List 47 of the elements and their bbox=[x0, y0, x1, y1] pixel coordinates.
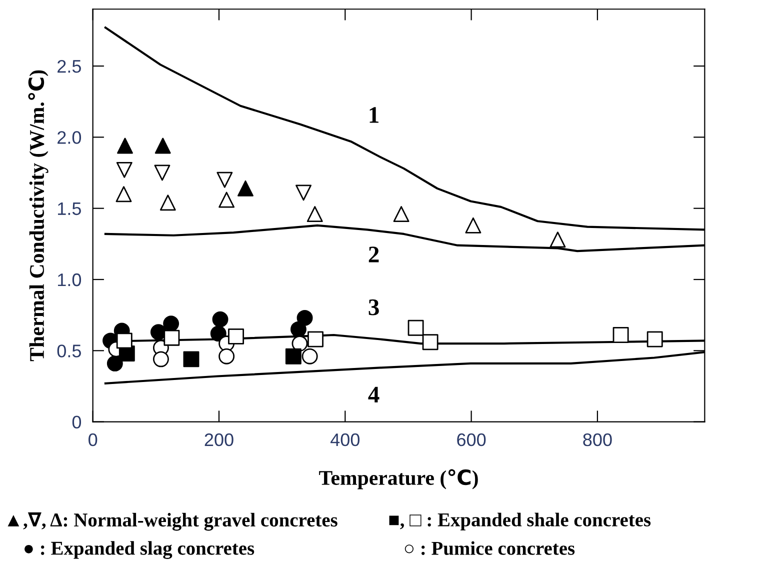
y-tick-label: 1.0 bbox=[58, 273, 82, 286]
point bbox=[212, 311, 228, 328]
series-label: 1 bbox=[370, 107, 378, 123]
y-tick-label: 0 bbox=[72, 416, 82, 429]
point bbox=[117, 138, 133, 154]
point bbox=[646, 331, 663, 348]
x-axis-title: Temperature (℃) bbox=[319, 469, 478, 490]
y-axis-title: Thermal Conductivity (W/m.℃) bbox=[28, 70, 48, 362]
series-label: 4 bbox=[368, 386, 380, 402]
point bbox=[163, 316, 180, 332]
point bbox=[160, 194, 176, 211]
point bbox=[422, 334, 438, 350]
point bbox=[296, 310, 313, 326]
point bbox=[106, 355, 123, 372]
point bbox=[216, 172, 233, 188]
point bbox=[164, 330, 180, 346]
x-tick-label: 600 bbox=[457, 433, 486, 446]
y-tick-label: 1.5 bbox=[58, 202, 81, 216]
text: ■, □ : Expanded shale concretes bbox=[389, 512, 651, 530]
point bbox=[116, 332, 132, 349]
point bbox=[308, 331, 324, 348]
x-tick-label: 800 bbox=[583, 433, 612, 446]
point bbox=[152, 351, 169, 368]
point bbox=[408, 320, 424, 336]
x-tick-label: 400 bbox=[330, 433, 360, 446]
point bbox=[302, 348, 318, 364]
y-tick-label: 0.5 bbox=[57, 344, 81, 358]
x-tick-label: 0 bbox=[88, 433, 98, 446]
y-tick-label: 2.0 bbox=[58, 131, 82, 144]
point bbox=[183, 351, 200, 368]
text: ● : Expanded slag concretes bbox=[24, 541, 254, 559]
point bbox=[150, 324, 166, 340]
point bbox=[154, 138, 171, 154]
point bbox=[218, 348, 235, 364]
point bbox=[285, 348, 302, 364]
text: ▲,∇, Δ: Normal-weight gravel concretes bbox=[8, 512, 338, 531]
point bbox=[238, 180, 254, 196]
point bbox=[612, 327, 629, 343]
series-label: 3 bbox=[368, 299, 379, 316]
point bbox=[218, 192, 235, 208]
x-tick-label: 200 bbox=[204, 433, 234, 446]
point bbox=[228, 328, 244, 344]
point bbox=[210, 326, 226, 342]
y-tick-label: 2.5 bbox=[58, 60, 81, 73]
text: ○ : Pumice concretes bbox=[404, 541, 575, 555]
point bbox=[116, 186, 132, 202]
series-label: 2 bbox=[368, 246, 379, 262]
